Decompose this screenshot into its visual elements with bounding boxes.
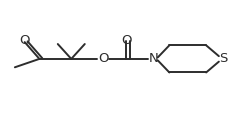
Text: S: S	[219, 52, 227, 65]
Text: O: O	[98, 52, 108, 65]
Text: O: O	[19, 34, 30, 47]
Text: O: O	[121, 34, 132, 47]
Text: N: N	[149, 52, 158, 65]
